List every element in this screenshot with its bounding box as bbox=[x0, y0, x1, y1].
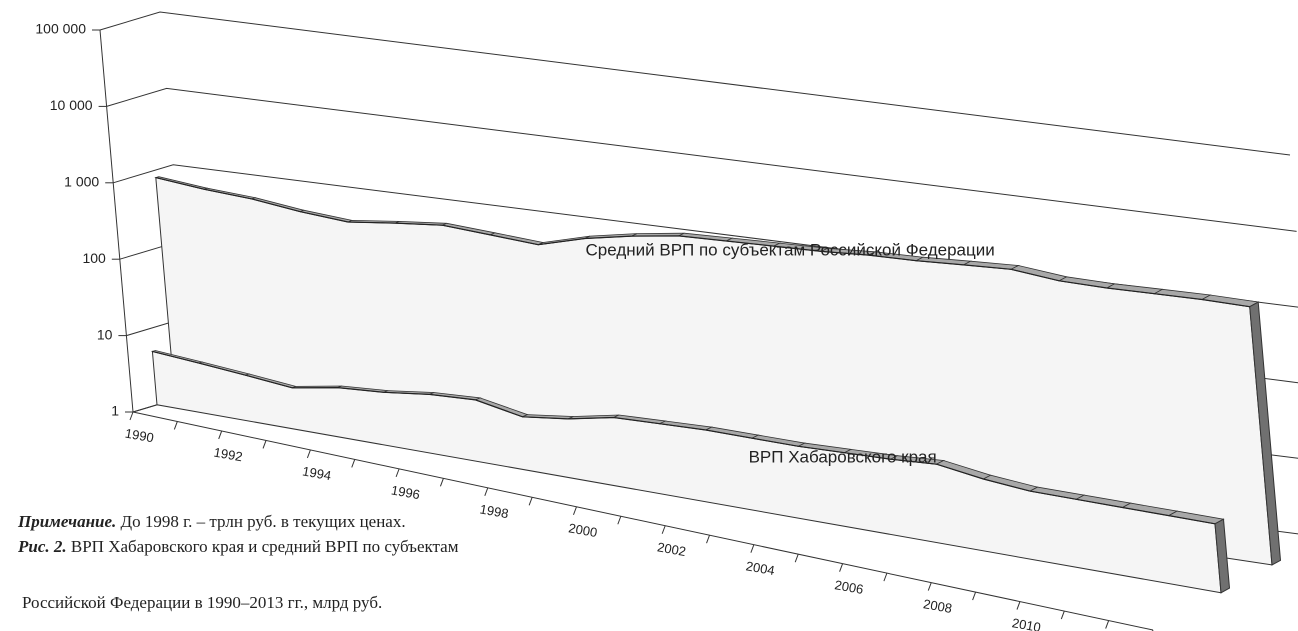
x-tick bbox=[661, 525, 666, 534]
note-text: До 1998 г. – трлн руб. в текущих ценах. bbox=[121, 512, 406, 531]
x-tick bbox=[439, 478, 444, 487]
y-tick-label: 1 bbox=[111, 403, 119, 419]
y-tick-label: 100 bbox=[82, 250, 106, 266]
x-tick-label: 2010 bbox=[1011, 615, 1042, 631]
x-tick-label: 2008 bbox=[922, 596, 953, 616]
x-tick-label: 2004 bbox=[745, 558, 776, 578]
series-label: ВРП Хабаровского края bbox=[749, 448, 937, 467]
y-tick-label: 10 bbox=[97, 326, 113, 342]
x-tick bbox=[173, 421, 178, 430]
x-tick-label: 2006 bbox=[833, 577, 864, 597]
x-tick bbox=[972, 591, 977, 601]
x-tick bbox=[927, 582, 932, 591]
x-tick bbox=[528, 497, 533, 506]
caption-text: ВРП Хабаровского края и средний ВРП по с… bbox=[71, 537, 459, 556]
caption: Рис. 2. ВРП Хабаровского края и средний … bbox=[17, 537, 459, 556]
x-tick bbox=[218, 430, 223, 440]
x-tick bbox=[484, 487, 489, 497]
grid-line bbox=[106, 87, 1297, 232]
x-tick bbox=[794, 553, 799, 563]
area-line bbox=[155, 177, 1250, 308]
x-tick bbox=[351, 459, 356, 468]
x-tick bbox=[617, 516, 622, 525]
series-label: Средний ВРП по субъектам Российской Феде… bbox=[586, 240, 995, 259]
x-tick-label: 1998 bbox=[479, 501, 510, 521]
x-tick-label: 2000 bbox=[567, 520, 598, 540]
x-tick bbox=[883, 572, 888, 582]
ribbon-end bbox=[1249, 301, 1282, 566]
x-tick-label: 1994 bbox=[301, 463, 332, 483]
x-tick-label: 1992 bbox=[213, 445, 244, 465]
caption-line-2: Российской Федерации в 1990–2013 гг., мл… bbox=[22, 593, 382, 612]
x-tick bbox=[839, 563, 844, 572]
note: Примечание. До 1998 г. – трлн руб. в тек… bbox=[17, 512, 406, 531]
x-axis bbox=[132, 411, 1154, 631]
y-tick-label: 100 000 bbox=[35, 21, 86, 37]
x-tick-label: 2002 bbox=[656, 539, 687, 559]
x-tick bbox=[750, 544, 755, 553]
grid-line bbox=[99, 11, 1291, 156]
y-tick-label: 1 000 bbox=[64, 174, 99, 190]
x-tick bbox=[1105, 620, 1110, 629]
x-tick bbox=[129, 411, 134, 421]
x-tick bbox=[262, 440, 267, 449]
x-tick bbox=[306, 449, 311, 459]
x-tick bbox=[395, 468, 400, 478]
note-label: Примечание. bbox=[17, 512, 116, 531]
ribbon-end bbox=[1214, 518, 1231, 594]
y-tick-label: 10 000 bbox=[50, 97, 93, 113]
y-axis bbox=[99, 29, 134, 413]
area-line bbox=[152, 350, 1216, 525]
x-tick bbox=[573, 506, 577, 515]
x-tick-label: 1990 bbox=[124, 426, 155, 446]
caption-label: Рис. 2. bbox=[17, 537, 67, 556]
plot: 1 10 100 1 000 10 000 100 000 1990 1992 1994 1996… bbox=[35, 11, 1298, 631]
x-tick bbox=[1016, 601, 1021, 610]
x-tick bbox=[706, 535, 710, 544]
x-tick-label: 1996 bbox=[390, 482, 421, 502]
x-tick bbox=[1060, 610, 1065, 620]
